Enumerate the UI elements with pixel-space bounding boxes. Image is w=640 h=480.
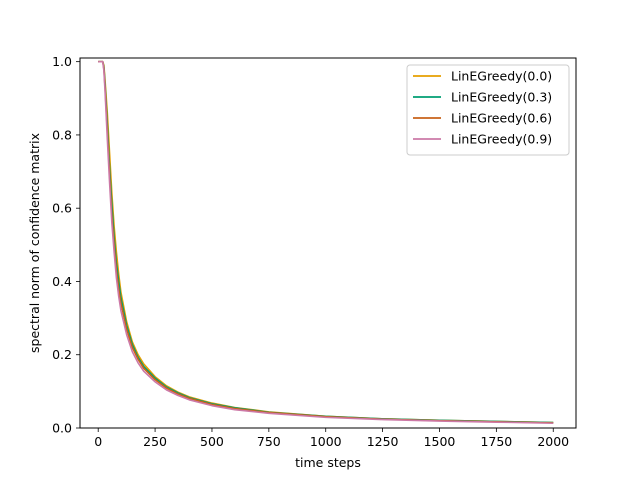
legend-entry-label: LinEGreedy(0.9): [451, 132, 552, 147]
x-tick-label: 1000: [310, 434, 342, 449]
y-tick-label: 0.6: [52, 201, 72, 216]
legend-box: [406, 64, 570, 156]
plot-frame: [79, 57, 577, 429]
y-tick-label: 0.0: [52, 421, 72, 436]
x-tick-label: 750: [257, 434, 281, 449]
y-tick-label: 0.4: [52, 274, 72, 289]
series-line-3: [98, 60, 554, 425]
legend: LinEGreedy(0.0) LinEGreedy(0.3) LinEGreedy…: [406, 64, 570, 156]
x-axis-ticks: 0 250 500 750 1000 1250 1500 1750 2000: [94, 428, 569, 449]
plot-lines: [98, 60, 554, 425]
y-tick-label: 0.2: [52, 347, 72, 362]
x-tick-label: 0: [94, 434, 102, 449]
y-axis-ticks: 0.0 0.2 0.4 0.6 0.8 1.0: [52, 54, 80, 436]
y-tick-label: 0.8: [52, 127, 72, 142]
x-axis-label: time steps: [295, 455, 361, 470]
y-tick-label: 1.0: [52, 54, 72, 69]
x-tick-label: 1750: [480, 434, 512, 449]
y-axis-label: spectral norm of confidence matrix: [27, 133, 42, 353]
x-tick-label: 250: [143, 434, 167, 449]
x-tick-label: 1250: [367, 434, 399, 449]
x-tick-label: 1500: [424, 434, 456, 449]
x-tick-label: 2000: [537, 434, 569, 449]
legend-entry-label: LinEGreedy(0.3): [451, 90, 552, 105]
legend-entry-label: LinEGreedy(0.6): [451, 111, 552, 126]
legend-entry-label: LinEGreedy(0.0): [451, 69, 552, 84]
x-tick-label: 500: [200, 434, 224, 449]
